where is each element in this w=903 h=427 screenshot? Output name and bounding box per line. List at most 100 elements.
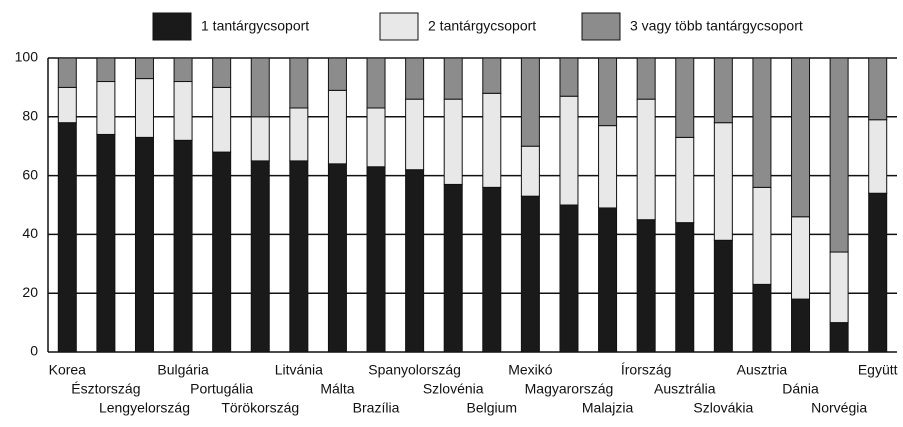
bar-segment xyxy=(327,163,347,353)
bar-segment xyxy=(134,78,154,138)
bar-segment xyxy=(173,139,193,353)
bar-segment xyxy=(57,57,77,88)
bar-segment xyxy=(405,169,425,353)
bar-segment xyxy=(212,86,232,153)
bar-segment xyxy=(752,57,772,188)
x-tick-label: Spanyolország xyxy=(368,362,461,378)
x-tick-label: Törökország xyxy=(221,400,299,416)
x-tick-label: Portugália xyxy=(190,381,253,397)
bar-segment xyxy=(289,57,309,109)
bar-segment xyxy=(829,322,849,353)
bar-segment xyxy=(636,98,656,221)
bar-segment xyxy=(405,57,425,100)
bar-segment xyxy=(173,81,193,141)
x-tick-label: Málta xyxy=(320,381,354,397)
x-tick-label: Brazília xyxy=(353,400,400,416)
bar-segment xyxy=(520,145,540,197)
bar-segment xyxy=(829,57,849,253)
bar-segment xyxy=(713,122,733,241)
x-tick-label: Írország xyxy=(621,362,672,378)
x-tick-label: Ausztria xyxy=(737,362,788,378)
bar-segment xyxy=(791,216,811,300)
legend-swatch xyxy=(581,12,621,41)
bar-segment xyxy=(96,133,116,353)
bar-segment xyxy=(675,57,695,138)
bar-segment xyxy=(212,151,232,353)
bar-segment xyxy=(829,251,849,324)
bar-segment xyxy=(134,57,154,80)
bar-segment xyxy=(366,166,386,353)
x-tick-label: Belgium xyxy=(466,400,517,416)
bar-segment xyxy=(366,107,386,168)
bar-segment xyxy=(636,57,656,100)
x-tick-label: Malajzia xyxy=(582,400,634,416)
x-tick-label: Korea xyxy=(49,362,87,378)
bar-segment xyxy=(366,57,386,109)
bar-segment xyxy=(173,57,193,83)
bar-segment xyxy=(96,57,116,83)
bar-segment xyxy=(791,298,811,353)
bar-segment xyxy=(57,122,77,353)
legend-label: 1 tantárgycsoport xyxy=(201,18,309,34)
legend-swatch xyxy=(152,12,192,41)
bar-segment xyxy=(598,57,618,127)
y-tick-label: 80 xyxy=(22,108,38,124)
bar-segment xyxy=(250,116,270,162)
x-tick-label: Magyarország xyxy=(525,381,614,397)
bar-segment xyxy=(791,57,811,218)
bar-segment xyxy=(559,204,579,353)
bar-segment xyxy=(598,207,618,353)
x-tick-label: Szlovákia xyxy=(693,400,753,416)
bar-segment xyxy=(443,183,463,353)
y-tick-label: 100 xyxy=(15,49,39,65)
bar-segment xyxy=(443,57,463,100)
bar-segment xyxy=(713,57,733,124)
y-tick-label: 60 xyxy=(22,166,38,182)
bar-segment xyxy=(752,186,772,285)
bar-segment xyxy=(57,86,77,124)
x-tick-label: Litvánia xyxy=(275,362,323,378)
bar-segment xyxy=(868,119,888,194)
x-tick-label: Együtt xyxy=(858,362,898,378)
legend-swatch xyxy=(379,12,419,41)
bar-segment xyxy=(250,160,270,353)
bar-segment xyxy=(250,57,270,118)
x-tick-label: Szlovénia xyxy=(423,381,484,397)
legend-label: 2 tantárgycsoport xyxy=(428,18,536,34)
x-tick-label: Mexikó xyxy=(508,362,553,378)
bar-segment xyxy=(520,195,540,353)
bar-segment xyxy=(405,98,425,171)
y-tick-label: 0 xyxy=(30,343,38,359)
bar-segment xyxy=(482,57,502,94)
bar-segment xyxy=(559,95,579,206)
bar-segment xyxy=(598,125,618,209)
x-tick-label: Bulgária xyxy=(157,362,209,378)
bar-segment xyxy=(636,219,656,353)
bar-segment xyxy=(482,186,502,353)
bar-segment xyxy=(559,57,579,97)
bar-segment xyxy=(868,57,888,121)
x-tick-label: Észtország xyxy=(71,381,140,397)
bar-segment xyxy=(327,89,347,165)
x-tick-label: Dánia xyxy=(782,381,819,397)
bar-segment xyxy=(482,92,502,188)
bar-segment xyxy=(96,81,116,135)
bar-segment xyxy=(520,57,540,147)
bar-segment xyxy=(289,160,309,353)
bar-segment xyxy=(675,136,695,224)
x-tick-label: Lengyelország xyxy=(99,400,190,416)
bar-segment xyxy=(752,283,772,353)
bar-segment xyxy=(443,98,463,185)
bar-segment xyxy=(212,57,232,88)
bar-segment xyxy=(868,192,888,353)
y-tick-label: 20 xyxy=(22,284,38,300)
x-tick-label: Norvégia xyxy=(811,400,867,416)
y-tick-label: 40 xyxy=(22,225,38,241)
bar-segment xyxy=(289,107,309,162)
legend-label: 3 vagy több tantárgycsoport xyxy=(630,18,803,34)
bar-segment xyxy=(327,57,347,91)
bar-segment xyxy=(675,222,695,353)
bar-segment xyxy=(134,136,154,353)
bar-segment xyxy=(713,239,733,353)
